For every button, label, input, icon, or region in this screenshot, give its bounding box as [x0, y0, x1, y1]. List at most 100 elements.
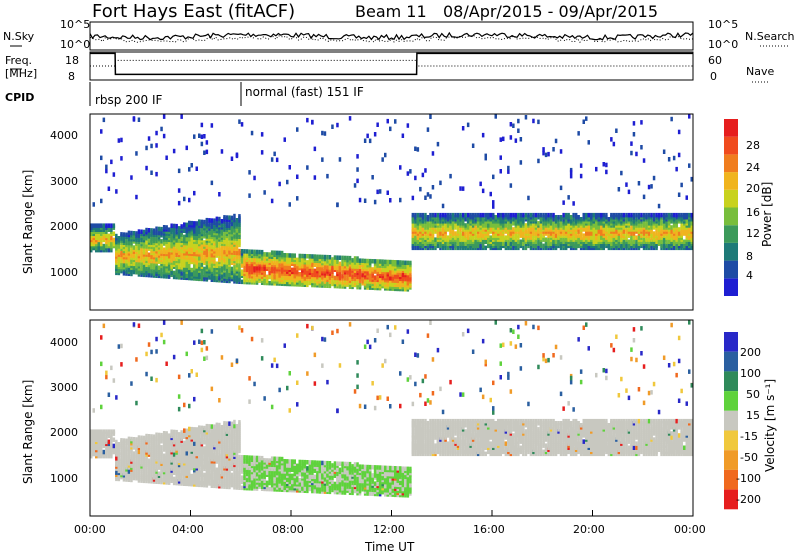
- power-cell: [238, 263, 241, 268]
- power-cell: [668, 213, 671, 218]
- power-cell: [113, 172, 116, 177]
- power-cell: [482, 133, 485, 138]
- velocity-cell: [145, 434, 148, 439]
- power-cell: [505, 242, 508, 247]
- power-cell: [231, 157, 234, 162]
- power-cell: [123, 271, 126, 276]
- power-cell: [203, 220, 206, 225]
- power-cell: [680, 183, 683, 188]
- power-cell: [271, 157, 274, 162]
- power-cell: [427, 127, 430, 131]
- power-cell: [532, 119, 535, 124]
- power-cell: [321, 157, 324, 162]
- power-cell: [608, 237, 611, 242]
- power-cell: [178, 265, 181, 270]
- power-cell: [296, 175, 299, 180]
- power-cell: [306, 254, 309, 259]
- power-cell: [105, 230, 108, 235]
- power-cell: [193, 191, 196, 196]
- power-cell: [515, 227, 518, 232]
- power-cell: [407, 265, 410, 270]
- power-cell: [241, 249, 244, 254]
- power-cell: [424, 235, 427, 240]
- power-cell: [203, 250, 206, 255]
- power-cell: [110, 228, 113, 233]
- power-cell: [223, 272, 226, 277]
- velocity-cell: [120, 362, 123, 367]
- power-cell: [248, 249, 251, 254]
- power-cell: [520, 217, 523, 222]
- power-cell: [399, 165, 402, 170]
- power-cell: [653, 213, 656, 218]
- velocity-cell: [175, 463, 178, 468]
- power-cell: [309, 281, 312, 286]
- power-cell: [248, 193, 251, 198]
- power-cell: [457, 246, 460, 251]
- power-colorbar-swatch: [724, 119, 738, 137]
- power-cell: [349, 276, 352, 281]
- power-cell: [560, 149, 563, 154]
- power-cell: [233, 218, 236, 223]
- power-cell: [467, 235, 470, 240]
- power-cell: [462, 186, 465, 191]
- power-cell: [196, 225, 199, 230]
- noise-left-tick-low: 10^0: [60, 38, 90, 51]
- velocity-cell: [110, 442, 113, 447]
- power-cell: [201, 262, 204, 267]
- power-cell: [585, 213, 588, 218]
- power-cell: [356, 179, 359, 184]
- velocity-cell: [155, 443, 158, 448]
- power-cell: [412, 213, 415, 218]
- power-cell: [321, 281, 324, 286]
- power-cell: [213, 218, 216, 223]
- power-cell: [233, 265, 236, 270]
- velocity-cell: [120, 438, 123, 443]
- velocity-cell: [115, 440, 118, 445]
- velocity-cell: [125, 445, 128, 450]
- power-cell: [427, 229, 430, 234]
- power-cell: [417, 147, 420, 152]
- power-cell: [623, 213, 626, 218]
- velocity-cell: [123, 477, 126, 482]
- velocity-cell: [173, 462, 176, 467]
- power-cell: [412, 227, 415, 232]
- power-ylabel: Slant Range [km]: [21, 170, 35, 274]
- power-cell: [590, 242, 593, 247]
- power-cell: [364, 199, 367, 204]
- power-cell: [163, 248, 166, 253]
- velocity-cell: [115, 470, 118, 475]
- power-cell: [449, 174, 452, 179]
- power-cell: [263, 190, 266, 195]
- power-cell: [175, 230, 178, 235]
- power-cell: [527, 196, 530, 201]
- power-cell: [213, 245, 216, 250]
- power-cell: [246, 253, 249, 257]
- power-cell: [366, 279, 369, 284]
- power-cell: [278, 265, 281, 270]
- power-cell: [500, 169, 503, 174]
- velocity-cell: [170, 440, 173, 445]
- power-cell: [173, 256, 176, 261]
- velocity-cell: [105, 371, 108, 376]
- velocity-cell: [95, 429, 98, 434]
- power-cell: [537, 221, 540, 226]
- power-cell: [221, 266, 224, 271]
- power-cell: [520, 137, 523, 142]
- velocity-cell: [148, 479, 151, 484]
- power-cell: [299, 258, 302, 263]
- power-cbar-tick-28: 28: [746, 139, 760, 152]
- power-cell: [580, 235, 583, 240]
- power-cell: [349, 116, 352, 121]
- power-cell: [515, 237, 518, 242]
- power-cell: [623, 240, 626, 245]
- power-cell: [253, 274, 256, 279]
- power-cell: [409, 273, 412, 278]
- power-cell: [148, 238, 151, 243]
- velocity-cell: [188, 404, 191, 409]
- power-cell: [490, 217, 493, 222]
- power-cell: [432, 213, 435, 218]
- power-cell: [261, 150, 264, 155]
- power-cell: [218, 247, 221, 252]
- power-cell: [620, 244, 623, 249]
- velocity-cell: [143, 436, 146, 441]
